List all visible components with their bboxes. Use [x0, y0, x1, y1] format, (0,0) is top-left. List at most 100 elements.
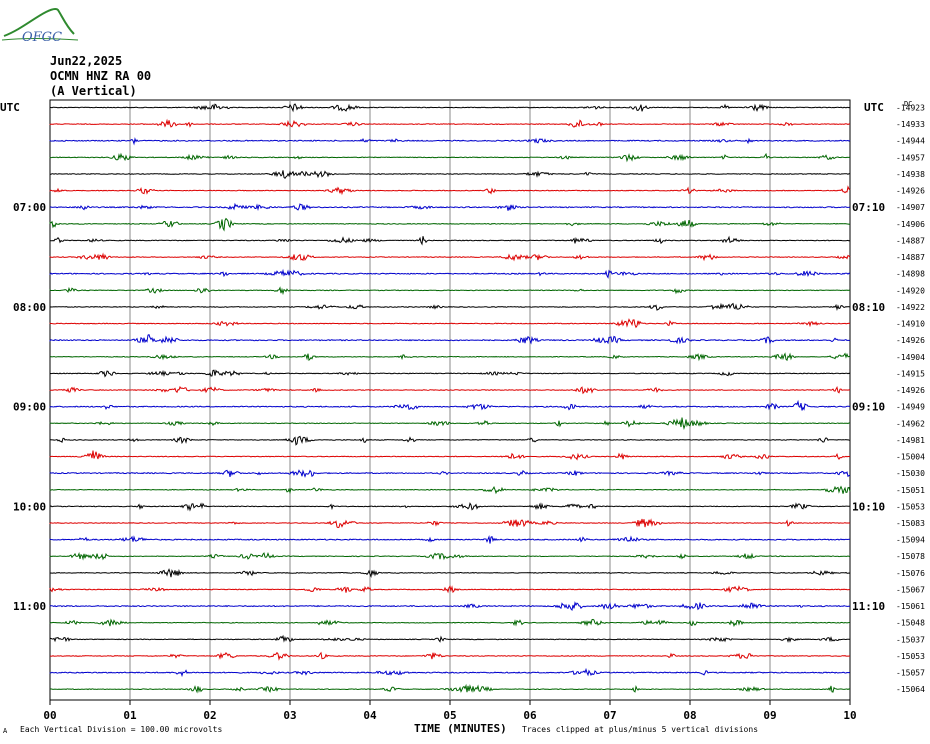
dc-offset-label: -15053 [896, 502, 925, 511]
trace-line [49, 417, 851, 430]
right-hour-label: 07:10 [852, 201, 885, 214]
x-tick-label: 08 [683, 709, 696, 722]
x-tick-label: 03 [283, 709, 296, 722]
dc-offset-label: -14981 [896, 436, 925, 445]
trace-line [49, 152, 851, 163]
x-tick-label: 07 [603, 709, 616, 722]
trace-line [49, 235, 851, 246]
trace-line [49, 399, 851, 411]
trace-line [49, 502, 851, 512]
x-tick-label: 05 [443, 709, 456, 722]
right-utc-label: UTC [864, 101, 884, 114]
dc-unit-label: DC [904, 100, 912, 108]
dc-offset-label: -15064 [896, 685, 925, 694]
right-hour-label: 09:10 [852, 401, 885, 414]
dc-offset-label: -15051 [896, 486, 925, 495]
header-component: (A Vertical) [50, 84, 137, 98]
trace-line [49, 268, 851, 279]
left-hour-label: 10:00 [13, 500, 46, 513]
trace-line [49, 302, 851, 312]
trace-line [49, 618, 850, 628]
dc-offset-label: -14906 [896, 220, 925, 229]
dc-offset-label: -15004 [896, 453, 925, 462]
trace-line [49, 485, 851, 495]
x-tick-label: 02 [203, 709, 216, 722]
dc-offset-label: -14907 [896, 203, 925, 212]
dc-offset-label: -14926 [896, 386, 925, 395]
dc-offset-label: -14957 [896, 153, 925, 162]
dc-offset-label: -14920 [896, 286, 925, 295]
dc-offset-label: -15057 [896, 669, 925, 678]
left-hour-label: 11:00 [13, 600, 46, 613]
x-tick-label: 06 [523, 709, 537, 722]
dc-offset-label: -14910 [896, 320, 925, 329]
header-date: Jun22,2025 [50, 54, 123, 68]
trace-line [49, 435, 851, 446]
dc-offset-label: -14898 [896, 270, 925, 279]
trace-line [49, 118, 851, 128]
trace-line [49, 185, 851, 196]
trace-line [49, 683, 851, 694]
dc-offset-label: -15048 [896, 619, 925, 628]
dc-offset-label: -15030 [896, 469, 925, 478]
dc-offset-label: -15078 [896, 552, 925, 561]
header-station: OCMN HNZ RA 00 [50, 69, 152, 83]
trace-line [49, 601, 851, 612]
trace-line [49, 352, 851, 362]
trace-line [49, 667, 851, 678]
trace-line [49, 535, 851, 544]
trace-line [49, 385, 851, 395]
trace-line [49, 137, 851, 146]
dc-offset-label: -14923 [896, 104, 925, 113]
logo-text: OFGC [22, 30, 62, 45]
trace-line [49, 469, 851, 478]
trace-line [49, 286, 851, 296]
x-tick-label: 04 [363, 709, 377, 722]
dc-offset-label: -14938 [896, 170, 925, 179]
dc-offset-label: -14933 [896, 120, 925, 129]
dc-offset-label: -15067 [896, 585, 925, 594]
trace-line [49, 170, 851, 180]
footer-scale-note: Each Vertical Division = 100.00 microvol… [20, 725, 223, 734]
trace-line [49, 551, 851, 561]
right-hour-label: 08:10 [852, 301, 885, 314]
x-tick-label: 09 [763, 709, 776, 722]
trace-line [49, 202, 851, 211]
dc-offset-label: -14949 [896, 403, 925, 412]
dc-offset-label: -14887 [896, 236, 925, 245]
trace-line [49, 585, 851, 594]
dc-offset-label: -14944 [896, 137, 925, 146]
trace-line [49, 568, 851, 578]
dc-offset-label: -15083 [896, 519, 925, 528]
trace-line [49, 450, 851, 461]
dc-offset-label: -15076 [896, 569, 925, 578]
left-hour-label: 08:00 [13, 301, 46, 314]
left-utc-label: UTC [0, 101, 20, 114]
dc-offset-label: -14904 [896, 353, 925, 362]
trace-line [49, 252, 851, 262]
trace-line [49, 634, 851, 643]
footer-clip-note: Traces clipped at plus/minus 5 vertical … [522, 725, 759, 734]
x-tick-label: 10 [843, 709, 856, 722]
ofgc-logo: OFGC [1, 7, 79, 45]
left-hour-label: 09:00 [13, 401, 46, 414]
dc-offset-label: -15094 [896, 536, 925, 545]
footer-mark: A [3, 727, 8, 735]
dc-offset-label: -14962 [896, 419, 925, 428]
right-hour-label: 11:10 [852, 600, 885, 613]
trace-line [49, 369, 851, 378]
dc-offset-label: -14926 [896, 336, 925, 345]
trace-line [49, 334, 851, 345]
x-tick-label: 01 [123, 709, 137, 722]
dc-offset-label: -14915 [896, 369, 925, 378]
dc-offset-label: -14922 [896, 303, 925, 312]
trace-line [49, 651, 850, 661]
trace-line [49, 518, 851, 529]
dc-offset-label: -15053 [896, 652, 925, 661]
x-tick-label: 00 [43, 709, 56, 722]
left-hour-label: 07:00 [13, 201, 46, 214]
trace-line [49, 217, 851, 232]
trace-line [49, 103, 851, 113]
dc-offset-label: -15061 [896, 602, 925, 611]
